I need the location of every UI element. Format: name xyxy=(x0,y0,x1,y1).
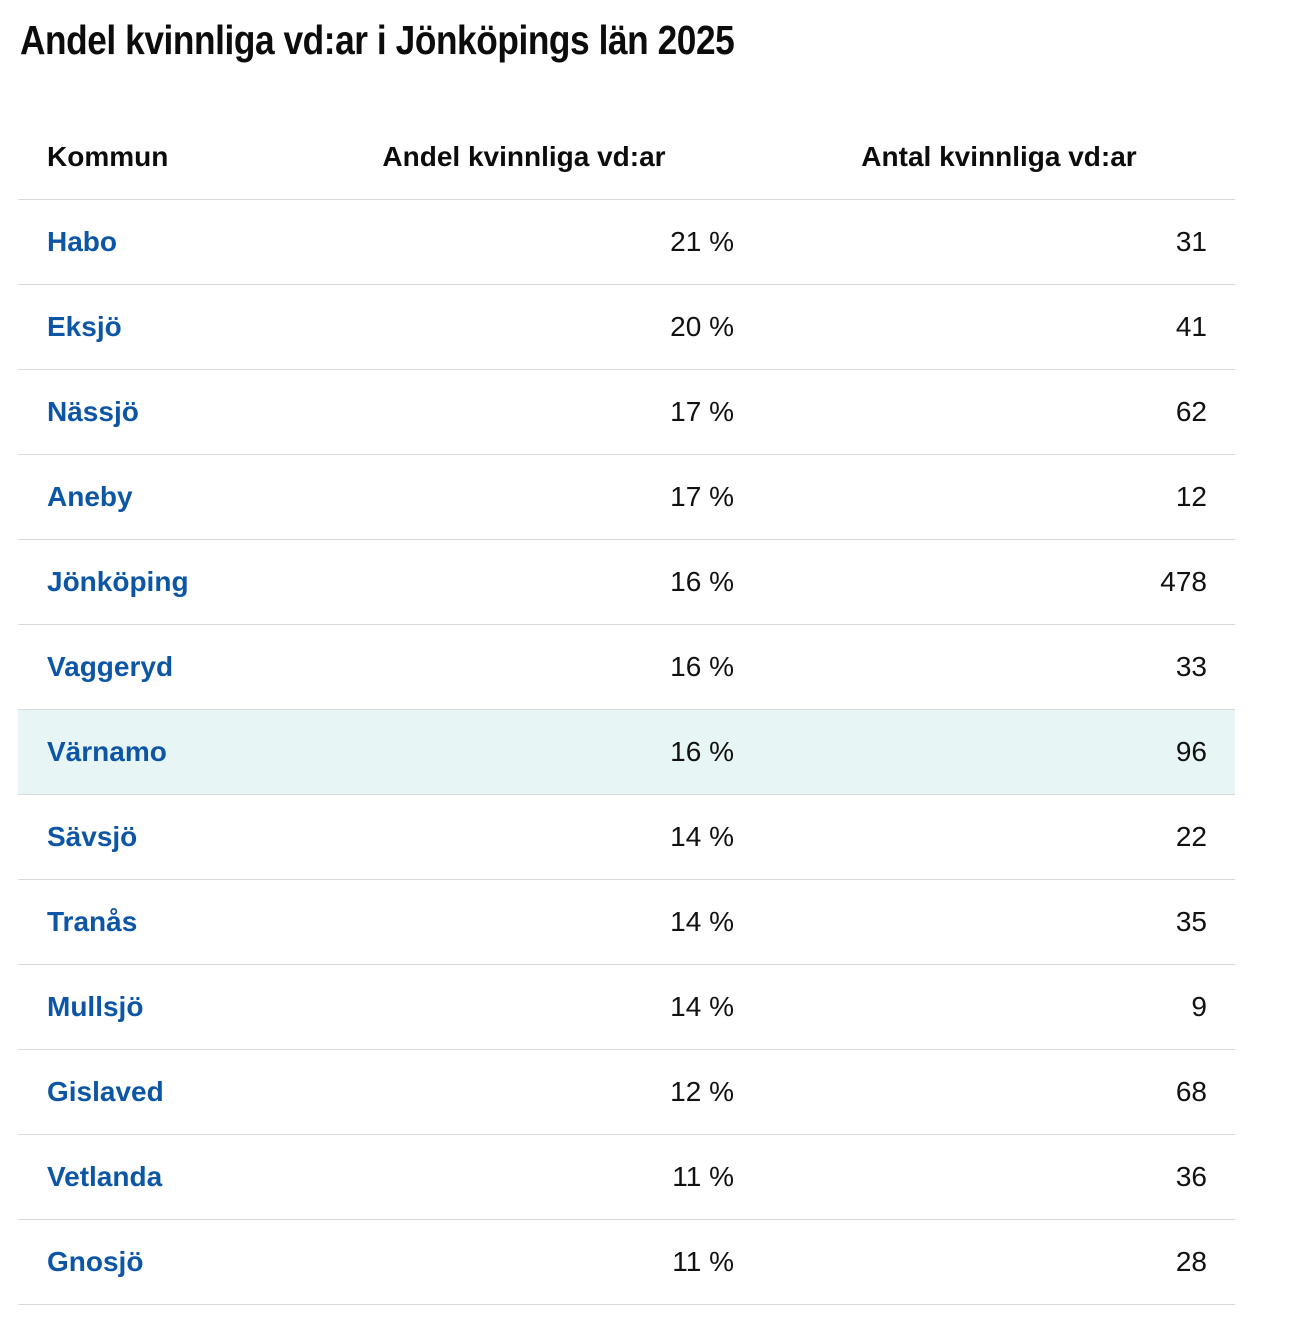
andel-value: 20 % xyxy=(670,311,734,343)
table-row[interactable]: Sävsjö 14 % 22 xyxy=(18,794,1235,880)
kommun-link[interactable]: Mullsjö xyxy=(47,991,144,1023)
kommun-link[interactable]: Aneby xyxy=(47,481,133,513)
kommun-link[interactable]: Nässjö xyxy=(47,396,139,428)
andel-value: 14 % xyxy=(670,821,734,853)
column-header-antal-kvinnliga-vdar: Antal kvinnliga vd:ar xyxy=(861,141,1137,173)
andel-value: 21 % xyxy=(670,226,734,258)
andel-value: 16 % xyxy=(670,651,734,683)
antal-value: 478 xyxy=(1160,566,1207,598)
antal-value: 12 xyxy=(1175,481,1207,513)
kommun-link[interactable]: Jönköping xyxy=(47,566,189,598)
andel-value: 14 % xyxy=(670,991,734,1023)
kommun-cell: Eksjö xyxy=(18,285,285,370)
kommun-cell: Vaggeryd xyxy=(18,625,285,710)
kommun-cell: Aneby xyxy=(18,455,285,540)
table-row[interactable]: Habo 21 % 31 xyxy=(18,199,1235,285)
andel-value: 14 % xyxy=(670,906,734,938)
andel-value: 17 % xyxy=(670,396,734,428)
table-header-row: Kommun Andel kvinnliga vd:ar Antal kvinn… xyxy=(18,115,1235,200)
column-header-kommun: Kommun xyxy=(47,141,169,173)
antal-value: 96 xyxy=(1175,736,1207,768)
kommun-link[interactable]: Vetlanda xyxy=(47,1161,163,1193)
antal-value: 36 xyxy=(1175,1161,1207,1193)
column-header-andel-kvinnliga-vdar: Andel kvinnliga vd:ar xyxy=(382,141,666,173)
page-title: Andel kvinnliga vd:ar i Jönköpings län 2… xyxy=(20,17,735,63)
table-row[interactable]: Gislaved 12 % 68 xyxy=(18,1049,1235,1135)
kommun-link[interactable]: Tranås xyxy=(47,906,138,938)
table-row[interactable]: Vaggeryd 16 % 33 xyxy=(18,624,1235,710)
andel-value: 12 % xyxy=(670,1076,734,1108)
andel-value: 11 % xyxy=(672,1161,734,1193)
kommun-table: Kommun Andel kvinnliga vd:ar Antal kvinn… xyxy=(18,115,1235,1305)
kommun-link[interactable]: Eksjö xyxy=(47,311,122,343)
table-row[interactable]: Vetlanda 11 % 36 xyxy=(18,1134,1235,1220)
kommun-link[interactable]: Vaggeryd xyxy=(47,651,174,683)
kommun-cell: Nässjö xyxy=(18,370,285,455)
andel-value: 16 % xyxy=(670,736,734,768)
kommun-cell: Gislaved xyxy=(18,1050,285,1135)
antal-value: 41 xyxy=(1175,311,1207,343)
kommun-cell: Habo xyxy=(18,200,285,285)
kommun-cell: Tranås xyxy=(18,880,285,965)
antal-value: 9 xyxy=(1191,991,1207,1023)
antal-value: 22 xyxy=(1175,821,1207,853)
kommun-cell: Värnamo xyxy=(18,710,285,795)
kommun-link[interactable]: Sävsjö xyxy=(47,821,138,853)
andel-value: 16 % xyxy=(670,566,734,598)
andel-value: 17 % xyxy=(670,481,734,513)
kommun-cell: Mullsjö xyxy=(18,965,285,1050)
antal-value: 28 xyxy=(1175,1246,1207,1278)
antal-value: 35 xyxy=(1175,906,1207,938)
table-body: Habo 21 % 31 Eksjö 20 % 41 Nässjö 17 % 62 Aneby 17… xyxy=(18,199,1235,1305)
kommun-link[interactable]: Gnosjö xyxy=(47,1246,144,1278)
andel-value: 11 % xyxy=(672,1246,734,1278)
antal-value: 68 xyxy=(1175,1076,1207,1108)
kommun-cell: Gnosjö xyxy=(18,1220,285,1305)
antal-value: 62 xyxy=(1175,396,1207,428)
table-row[interactable]: Mullsjö 14 % 9 xyxy=(18,964,1235,1050)
table-row[interactable]: Nässjö 17 % 62 xyxy=(18,369,1235,455)
kommun-link[interactable]: Värnamo xyxy=(47,736,167,768)
antal-value: 31 xyxy=(1175,226,1207,258)
kommun-link[interactable]: Habo xyxy=(47,226,117,258)
table-row[interactable]: Jönköping 16 % 478 xyxy=(18,539,1235,625)
table-row[interactable]: Tranås 14 % 35 xyxy=(18,879,1235,965)
table-row[interactable]: Gnosjö 11 % 28 xyxy=(18,1219,1235,1305)
table-row[interactable]: Eksjö 20 % 41 xyxy=(18,284,1235,370)
kommun-cell: Jönköping xyxy=(18,540,285,625)
antal-value: 33 xyxy=(1175,651,1207,683)
kommun-cell: Sävsjö xyxy=(18,795,285,880)
table-row[interactable]: Aneby 17 % 12 xyxy=(18,454,1235,540)
kommun-link[interactable]: Gislaved xyxy=(47,1076,164,1108)
table-row[interactable]: Värnamo 16 % 96 xyxy=(18,709,1235,795)
kommun-cell: Vetlanda xyxy=(18,1135,285,1220)
